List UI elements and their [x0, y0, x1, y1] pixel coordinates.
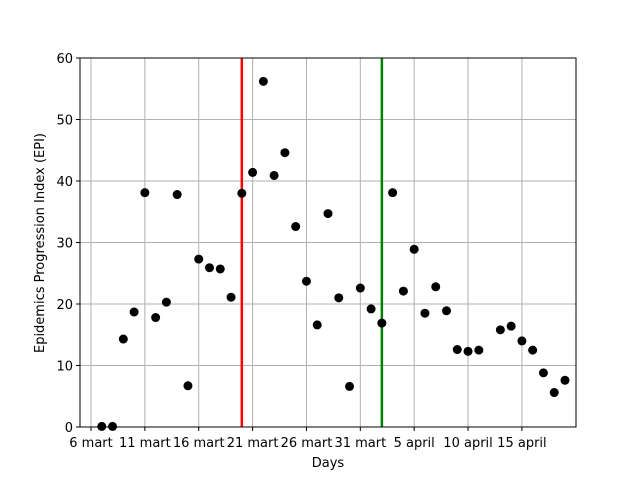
x-tick-label: 15 april [497, 436, 546, 451]
y-tick-label: 30 [56, 237, 73, 252]
data-point [388, 188, 398, 198]
y-tick-label: 40 [56, 175, 73, 190]
x-tick-label: 11 mart [119, 436, 171, 451]
x-tick-label: 31 mart [334, 436, 386, 451]
data-point [194, 254, 204, 264]
data-point [237, 188, 247, 198]
data-point [301, 276, 311, 286]
data-point [205, 263, 214, 273]
data-point [140, 188, 150, 198]
y-tick-label: 0 [65, 421, 73, 436]
data-point [452, 345, 462, 355]
data-point [108, 421, 118, 431]
data-point [226, 292, 236, 302]
data-point [334, 293, 344, 303]
data-point [248, 167, 258, 177]
data-point [366, 304, 376, 314]
data-point [291, 222, 301, 232]
x-tick-label: 6 mart [69, 436, 112, 451]
y-tick-label: 10 [56, 360, 73, 375]
x-tick-label: 26 mart [281, 436, 333, 451]
data-point [517, 336, 527, 346]
x-tick-label: 10 april [443, 436, 492, 451]
data-point [463, 346, 473, 356]
y-tick-label: 50 [56, 114, 73, 129]
data-point [323, 209, 333, 219]
data-point [442, 306, 451, 316]
data-point [215, 264, 225, 274]
marker-lines [240, 58, 384, 427]
data-point [420, 308, 430, 318]
data-point [398, 286, 408, 296]
data-point [538, 368, 548, 378]
data-point [118, 334, 128, 344]
data-point [506, 321, 516, 331]
data-point [312, 320, 322, 330]
data-point [495, 325, 505, 335]
data-point [474, 345, 484, 355]
data-point [151, 313, 161, 323]
x-tick-label: 16 mart [173, 436, 225, 451]
data-point [409, 244, 419, 254]
data-points [97, 76, 570, 431]
data-point [345, 381, 355, 391]
x-tick-label: 5 april [394, 436, 435, 451]
x-tick-label: 21 mart [227, 436, 279, 451]
data-point [355, 283, 365, 293]
data-point [549, 388, 559, 398]
data-point [161, 297, 171, 307]
data-point [97, 421, 107, 431]
y-axis-ticks: 0 10 20 30 40 50 60 [56, 52, 80, 436]
data-point [377, 318, 387, 328]
y-tick-label: 60 [56, 52, 73, 67]
data-point [258, 76, 268, 86]
y-tick-label: 20 [56, 298, 73, 313]
data-point [183, 381, 193, 391]
x-axis-ticks: 6 mart 11 mart 16 mart 21 mart 26 mart 31 mar… [69, 427, 547, 451]
y-axis-label: Epidemics Progression Index (EPI) [33, 133, 48, 353]
data-point [528, 345, 538, 355]
x-axis-label: Days [312, 456, 345, 471]
data-point [280, 148, 290, 158]
data-point [431, 282, 441, 292]
data-point [560, 375, 570, 385]
data-point [269, 170, 279, 180]
data-point [172, 190, 182, 200]
data-point [129, 307, 139, 317]
